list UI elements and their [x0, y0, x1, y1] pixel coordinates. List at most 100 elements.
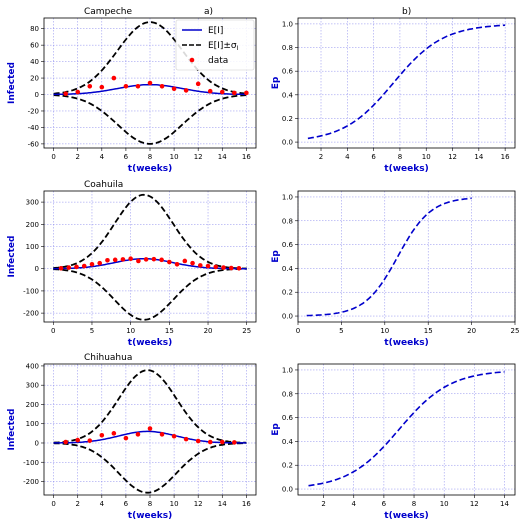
axes-frame [43, 190, 257, 323]
data-point [120, 257, 126, 262]
y-tick-label: 0.0 [282, 139, 293, 147]
lower-band-line [53, 94, 247, 145]
y-tick-label: 0.4 [282, 438, 294, 446]
x-tick-label: 16 [242, 153, 251, 161]
y-axis-label: Infected [7, 62, 17, 104]
x-axis-label: t(weeks) [128, 164, 172, 174]
plot-area [307, 24, 506, 140]
x-tick-label: 10 [380, 327, 389, 335]
ep-curve [308, 371, 505, 487]
y-tick-label: -100 [23, 459, 39, 467]
x-axis-label: t(weeks) [128, 511, 172, 521]
y-axis-label: Infected [7, 409, 17, 451]
chart-title: Chihuahua [84, 353, 132, 363]
y-axis-label: Infected [7, 236, 17, 278]
lower-band-line [53, 442, 247, 494]
y-tick-label: 0.8 [282, 44, 293, 52]
y-tick-label: 0.4 [282, 91, 294, 99]
axes-frame [297, 190, 516, 323]
x-tick-label: 4 [100, 153, 105, 161]
plot-area [308, 371, 505, 487]
ep-curve [307, 24, 506, 140]
y-tick-label: 100 [26, 420, 39, 428]
x-tick-label: 2 [75, 500, 79, 508]
upper-band-line [53, 21, 247, 95]
data-point [74, 264, 79, 270]
x-axis-label: t(weeks) [384, 164, 428, 174]
legend-mean-label: E[I] [208, 26, 223, 36]
y-tick-label: 0.8 [282, 217, 293, 225]
data-point [87, 438, 93, 443]
chart-5: 2 4 6 8 10 12 14 0.0 0.2 0.4 0.6 0.8 1.0 t(weeks) Ep [271, 363, 516, 521]
data-point [151, 256, 157, 262]
y-tick-label: 0.8 [282, 390, 293, 398]
data-point [63, 439, 68, 445]
x-tick-label: 5 [90, 327, 94, 335]
axes-frame [297, 363, 516, 496]
chart-4: 0 2 4 6 8 10 12 14 16 -200 -100 0 100 200 300 400 Chihua… [7, 353, 257, 521]
legend-band-label: E[I]±σI [208, 41, 239, 52]
ep-curve [306, 197, 472, 317]
y-tick-label: 0.2 [282, 115, 293, 123]
data-point [147, 80, 153, 86]
upper-band-line [53, 369, 247, 444]
x-tick-label: 14 [500, 500, 509, 508]
y-tick-label: 200 [26, 401, 39, 409]
x-tick-label: 15 [424, 327, 433, 335]
y-tick-label: 0.4 [282, 265, 294, 273]
x-tick-label: 8 [398, 153, 402, 161]
data-point [81, 263, 87, 269]
data-point [159, 432, 165, 437]
data-point [183, 436, 189, 442]
legend-box [175, 19, 255, 71]
y-tick-label: -60 [28, 140, 39, 148]
panel-label-b: b) [402, 7, 411, 17]
data-point [182, 258, 188, 264]
plot-area [53, 369, 247, 494]
legend-data-swatch [189, 57, 195, 63]
axes-frame [43, 17, 257, 149]
x-tick-label: 6 [371, 153, 376, 161]
y-tick-label: 80 [30, 25, 39, 33]
y-axis-label: Ep [271, 76, 281, 89]
data-point [159, 257, 164, 263]
data-point [143, 257, 149, 262]
x-tick-label: 2 [75, 153, 79, 161]
y-tick-label: -100 [23, 287, 39, 295]
x-tick-label: 16 [242, 500, 251, 508]
x-tick-label: 0 [296, 327, 300, 335]
data-point [99, 432, 105, 438]
x-tick-label: 12 [194, 153, 203, 161]
data-point [207, 439, 213, 445]
x-tick-label: 4 [352, 500, 357, 508]
legend-data-label: data [208, 56, 228, 66]
x-tick-label: 4 [100, 500, 105, 508]
x-tick-label: 12 [448, 153, 457, 161]
data-point [123, 435, 129, 441]
y-axis-label: Ep [271, 250, 281, 263]
y-tick-label: 400 [26, 362, 39, 370]
y-tick-label: 60 [30, 42, 39, 50]
legend-band-subscript: I [237, 45, 239, 52]
x-tick-label: 0 [51, 500, 55, 508]
data-point [97, 260, 103, 266]
data-point [147, 426, 153, 431]
y-tick-label: 40 [30, 58, 39, 66]
chart-3: 0 5 10 15 20 25 0.0 0.2 0.4 0.6 0.8 1.0 t(weeks) Ep [271, 190, 519, 348]
x-tick-label: 0 [51, 327, 55, 335]
data-point [99, 84, 105, 90]
chart-2: 0 5 10 15 20 25 -200 -100 0 100 200 300 Coahuila t(we… [7, 180, 257, 348]
x-tick-label: 6 [124, 153, 129, 161]
data-point [236, 265, 242, 271]
data-point [167, 259, 172, 265]
y-tick-label: 200 [26, 221, 39, 229]
x-axis-label: t(weeks) [128, 338, 172, 348]
y-tick-label: 1.0 [282, 366, 293, 374]
chart-1: 2 4 6 8 10 12 14 16 0.0 0.2 0.4 0.6 0.8 1.0 t(weeks) Ep [271, 17, 516, 174]
data-point [219, 439, 225, 445]
x-tick-label: 10 [170, 500, 179, 508]
y-tick-label: 0 [35, 439, 39, 447]
data-point [159, 83, 165, 89]
y-tick-label: -200 [23, 478, 39, 486]
